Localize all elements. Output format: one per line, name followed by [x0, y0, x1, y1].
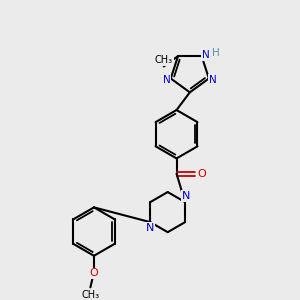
Text: N: N	[202, 50, 210, 60]
Text: N: N	[163, 75, 170, 85]
Text: O: O	[90, 268, 98, 278]
Text: O: O	[197, 169, 206, 179]
Text: H: H	[212, 47, 219, 58]
Text: CH₃: CH₃	[81, 290, 100, 300]
Text: N: N	[209, 75, 217, 85]
Text: N: N	[182, 191, 190, 201]
Text: N: N	[146, 223, 154, 233]
Text: CH₃: CH₃	[155, 55, 173, 65]
